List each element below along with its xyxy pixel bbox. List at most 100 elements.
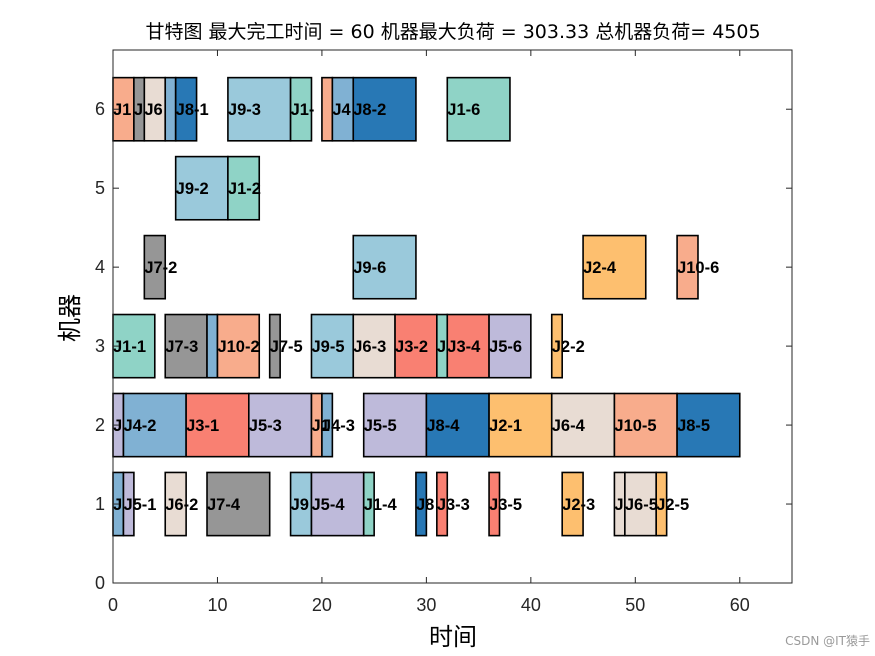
x-tick-label: 20 — [312, 595, 332, 615]
task-label: J2-5 — [656, 496, 689, 514]
task-label: J8-2 — [353, 101, 386, 119]
task-label: J1-4 — [364, 496, 398, 514]
task-bar — [436, 471, 449, 537]
task-bar — [122, 392, 187, 458]
task-bar — [582, 234, 647, 300]
task-label: J1 — [311, 417, 329, 435]
task-label: J10-2 — [217, 338, 259, 356]
task-bar — [206, 471, 271, 537]
task-bar — [446, 313, 490, 379]
task-label: J3-5 — [489, 496, 522, 514]
task-label: J3-3 — [437, 496, 470, 514]
task-bar — [550, 313, 563, 379]
task-label: J8-1 — [176, 101, 209, 119]
task-bar — [289, 76, 313, 142]
task-bar — [488, 313, 532, 379]
task-label: J1- — [291, 101, 315, 119]
y-tick-label: 5 — [95, 178, 105, 198]
bars-layer: J J5-1 J6-2 J7-4 J9 J5-4 J1-4 J8 J3-3 J3-5 J2-3 J J6… — [112, 76, 741, 537]
task-bar — [185, 392, 250, 458]
y-tick-label: 6 — [95, 99, 105, 119]
task-label: J3-4 — [447, 338, 481, 356]
task-bar — [446, 76, 511, 142]
task-label: J7-2 — [144, 259, 177, 277]
task-bar — [174, 76, 198, 142]
task-bar — [624, 471, 657, 537]
task-label: J9 — [291, 496, 309, 514]
task-label: J4-2 — [123, 417, 156, 435]
task-label: J6-2 — [165, 496, 198, 514]
task-bar — [268, 313, 281, 379]
task-bar — [352, 76, 417, 142]
task-label: J3-2 — [395, 338, 428, 356]
task-bar — [362, 471, 375, 537]
task-label: J5-4 — [311, 496, 345, 514]
task-label: J9-6 — [353, 259, 386, 277]
watermark: CSDN @IT猿手 — [785, 633, 870, 648]
task-label: J9-3 — [228, 101, 261, 119]
task-label: J — [134, 101, 143, 119]
task-label: J9-5 — [311, 338, 344, 356]
x-tick-label: 50 — [625, 595, 645, 615]
task-label: J5-1 — [123, 496, 156, 514]
task-label: J5-6 — [489, 338, 522, 356]
task-bar — [352, 313, 396, 379]
task-bar — [122, 471, 135, 537]
task-bar — [164, 313, 208, 379]
y-tick-label: 0 — [95, 573, 105, 593]
task-label: J2-2 — [552, 338, 585, 356]
task-bar — [206, 313, 219, 379]
task-bar — [488, 392, 553, 458]
task-label: J — [113, 417, 122, 435]
y-tick-label: 3 — [95, 336, 105, 356]
task-bar — [655, 471, 668, 537]
task-bar — [310, 313, 355, 379]
task-bar — [550, 392, 616, 458]
x-tick-label: 30 — [416, 595, 436, 615]
task-label: J10-6 — [677, 259, 719, 277]
task-label: J — [113, 496, 122, 514]
task-label: J2-4 — [583, 259, 617, 277]
task-label: J — [614, 496, 623, 514]
task-bar — [415, 471, 428, 537]
task-bar — [321, 76, 334, 142]
task-label: J1 — [113, 101, 131, 119]
task-label: J3-1 — [186, 417, 219, 435]
task-label: J10-5 — [614, 417, 656, 435]
x-tick-label: 10 — [207, 595, 227, 615]
task-label: J7-5 — [270, 338, 303, 356]
task-bar — [227, 155, 261, 221]
task-label: J1-6 — [447, 101, 480, 119]
y-tick-label: 1 — [95, 494, 105, 514]
y-axis-label: 机器 — [56, 294, 84, 342]
task-bar — [352, 234, 417, 300]
task-bar — [676, 234, 699, 300]
task-label: J6-3 — [353, 338, 386, 356]
axes-layer: 0 10 20 30 40 50 60 0 1 2 3 4 5 6 — [95, 49, 793, 615]
task-label: J4 — [332, 101, 351, 119]
task-bar — [613, 392, 678, 458]
x-tick-label: 60 — [730, 595, 750, 615]
task-bar — [227, 76, 292, 142]
task-bar — [488, 471, 501, 537]
task-label: J9-2 — [176, 180, 209, 198]
task-bar — [561, 471, 584, 537]
y-tick-label: 2 — [95, 415, 105, 435]
task-bar — [216, 313, 261, 379]
task-label: J6-4 — [552, 417, 586, 435]
chart-title: 甘特图 最大完工时间 = 60 机器最大负荷 = 303.33 总机器负荷= 4… — [145, 21, 760, 43]
task-bar — [112, 313, 156, 379]
task-bar — [321, 392, 334, 458]
task-bar — [362, 392, 428, 458]
plot-frame — [112, 49, 793, 584]
task-label: J2-3 — [562, 496, 595, 514]
task-bar — [164, 76, 177, 142]
task-bar — [676, 392, 741, 458]
task-label: J8-4 — [426, 417, 460, 435]
task-bar — [143, 234, 167, 300]
x-tick-label: 40 — [521, 595, 541, 615]
task-label: J5-3 — [249, 417, 282, 435]
task-bar — [164, 471, 187, 537]
task-label: J1-2 — [228, 180, 261, 198]
